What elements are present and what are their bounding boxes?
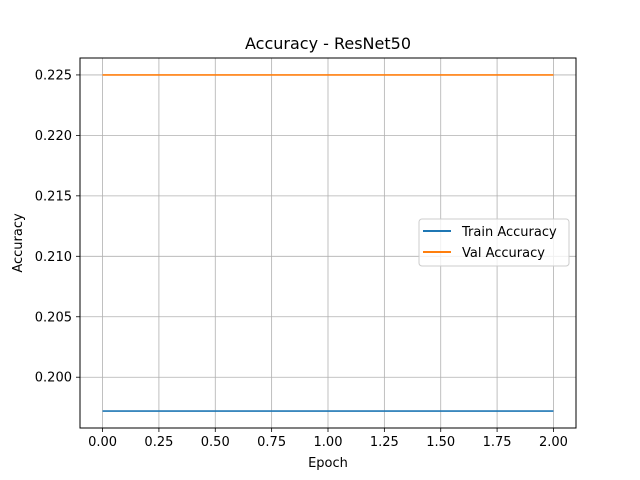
y-tick-label: 0.215 bbox=[35, 189, 72, 204]
y-tick-label: 0.225 bbox=[35, 68, 72, 83]
x-tick-label: 0.50 bbox=[201, 435, 230, 450]
x-tick-label: 0.00 bbox=[88, 435, 117, 450]
y-tick-label: 0.200 bbox=[35, 371, 72, 386]
x-tick-label: 1.25 bbox=[370, 435, 399, 450]
legend-label-val-accuracy: Val Accuracy bbox=[462, 246, 545, 261]
x-tick-label: 2.00 bbox=[539, 435, 568, 450]
chart-title: Accuracy - ResNet50 bbox=[245, 34, 411, 53]
x-tick-label: 1.50 bbox=[426, 435, 455, 450]
y-axis-title: Accuracy bbox=[11, 213, 26, 273]
y-axis-ticks: 0.200 0.205 0.210 0.215 0.220 0.225 bbox=[35, 68, 80, 386]
legend-label-train-accuracy: Train Accuracy bbox=[461, 225, 557, 240]
x-tick-label: 1.00 bbox=[314, 435, 343, 450]
x-tick-label: 1.75 bbox=[483, 435, 512, 450]
y-tick-label: 0.210 bbox=[35, 250, 72, 265]
y-tick-label: 0.220 bbox=[35, 129, 72, 144]
x-axis-ticks: 0.00 0.25 0.50 0.75 1.00 1.25 1.50 1.75 2.00 bbox=[88, 428, 568, 450]
x-tick-label: 0.75 bbox=[257, 435, 286, 450]
x-axis-title: Epoch bbox=[308, 456, 348, 471]
legend-box bbox=[418, 218, 570, 267]
series-lines bbox=[102, 74, 554, 412]
x-tick-label: 0.25 bbox=[144, 435, 173, 450]
y-tick-label: 0.205 bbox=[35, 310, 72, 325]
legend: Train Accuracy Val Accuracy bbox=[418, 218, 570, 267]
